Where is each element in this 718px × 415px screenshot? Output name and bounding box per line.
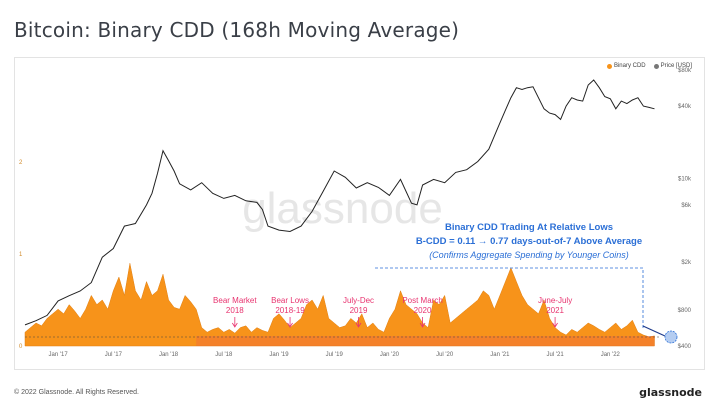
x-tick-label: Jul '17 — [105, 352, 123, 358]
y-right-tick-label: $80k — [678, 68, 692, 74]
y-right-tick-label: $2k — [681, 260, 692, 266]
y-left-tick-label: 1 — [19, 252, 23, 258]
y-right-tick-label: $800 — [678, 308, 692, 314]
annotation-label: Post March — [402, 296, 442, 305]
x-tick-label: Jan '21 — [490, 352, 510, 358]
y-right-tick-label: $6k — [681, 203, 692, 209]
annotation-label: 2021 — [546, 306, 564, 315]
legend-item-price[interactable]: Price [USD] — [653, 63, 692, 69]
callout-bracket — [375, 267, 644, 328]
price-line — [24, 79, 655, 326]
callout-line-2: B-CDD = 0.11 → 0.77 days-out-of-7 Above … — [416, 236, 642, 247]
y-right-tick-label: $10k — [678, 176, 692, 182]
binary-cdd-area — [24, 263, 655, 347]
annotation-arrowhead — [287, 322, 293, 328]
legend-dot-cdd — [606, 63, 612, 69]
annotation-label: Bear Lows — [271, 296, 309, 305]
y-left-tick-label: 2 — [19, 160, 23, 166]
annotation-label: Bear Market — [213, 296, 257, 305]
callout-pointer — [642, 325, 666, 337]
x-tick-label: Jul '18 — [215, 352, 233, 358]
callout-highlight-circle — [664, 330, 678, 344]
x-tick-label: Jul '19 — [326, 352, 344, 358]
chart-legend: Binary CDD Price [USD] — [606, 63, 692, 69]
x-tick-label: Jan '17 — [49, 352, 69, 358]
callout-line-3: (Confirms Aggregate Spending by Younger … — [429, 250, 629, 260]
x-tick-label: Jan '18 — [159, 352, 179, 358]
x-tick-label: Jul '21 — [547, 352, 565, 358]
page-title: Bitcoin: Binary CDD (168h Moving Average… — [14, 18, 460, 42]
annotation-arrowhead — [419, 322, 426, 328]
copyright-text: © 2022 Glassnode. All Rights Reserved. — [14, 389, 140, 396]
x-tick-label: Jan '19 — [269, 352, 289, 358]
annotation-arrowhead — [231, 322, 238, 328]
low-zone-band — [196, 336, 655, 346]
y-right-tick-label: $40k — [678, 104, 692, 110]
brand-logo: glassnode — [639, 386, 702, 399]
x-tick-label: Jul '20 — [436, 352, 454, 358]
callout-line-1: Binary CDD Trading At Relative Lows — [445, 222, 613, 233]
chart-panel: Binary CDD Price [USD] glassnode 0 1 2 $400 $… — [14, 57, 705, 370]
x-tick-label: Jan '22 — [601, 352, 621, 358]
legend-dot-price — [653, 63, 659, 69]
legend-label-cdd: Binary CDD — [613, 63, 646, 69]
chart-svg: glassnode 0 1 2 $400 $800 $2k $6k $10k $40k $80k Ja… — [19, 68, 692, 358]
y-right-tick-label: $400 — [678, 344, 692, 350]
annotation-label: July-Dec — [343, 296, 374, 305]
annotation-arrowhead — [355, 322, 362, 328]
annotation-label: 2019 — [350, 306, 368, 315]
annotation-label: 2018-19 — [275, 306, 305, 315]
annotation-arrowhead — [552, 322, 558, 328]
annotation-label: 2020 — [414, 306, 432, 315]
annotation-label: 2018 — [226, 306, 244, 315]
y-left-tick-label: 0 — [19, 344, 23, 350]
annotation-label: June-July — [538, 296, 572, 305]
watermark-text: glassnode — [242, 184, 443, 233]
x-tick-label: Jan '20 — [380, 352, 400, 358]
legend-item-cdd[interactable]: Binary CDD — [606, 63, 646, 69]
legend-label-price: Price [USD] — [660, 63, 692, 69]
